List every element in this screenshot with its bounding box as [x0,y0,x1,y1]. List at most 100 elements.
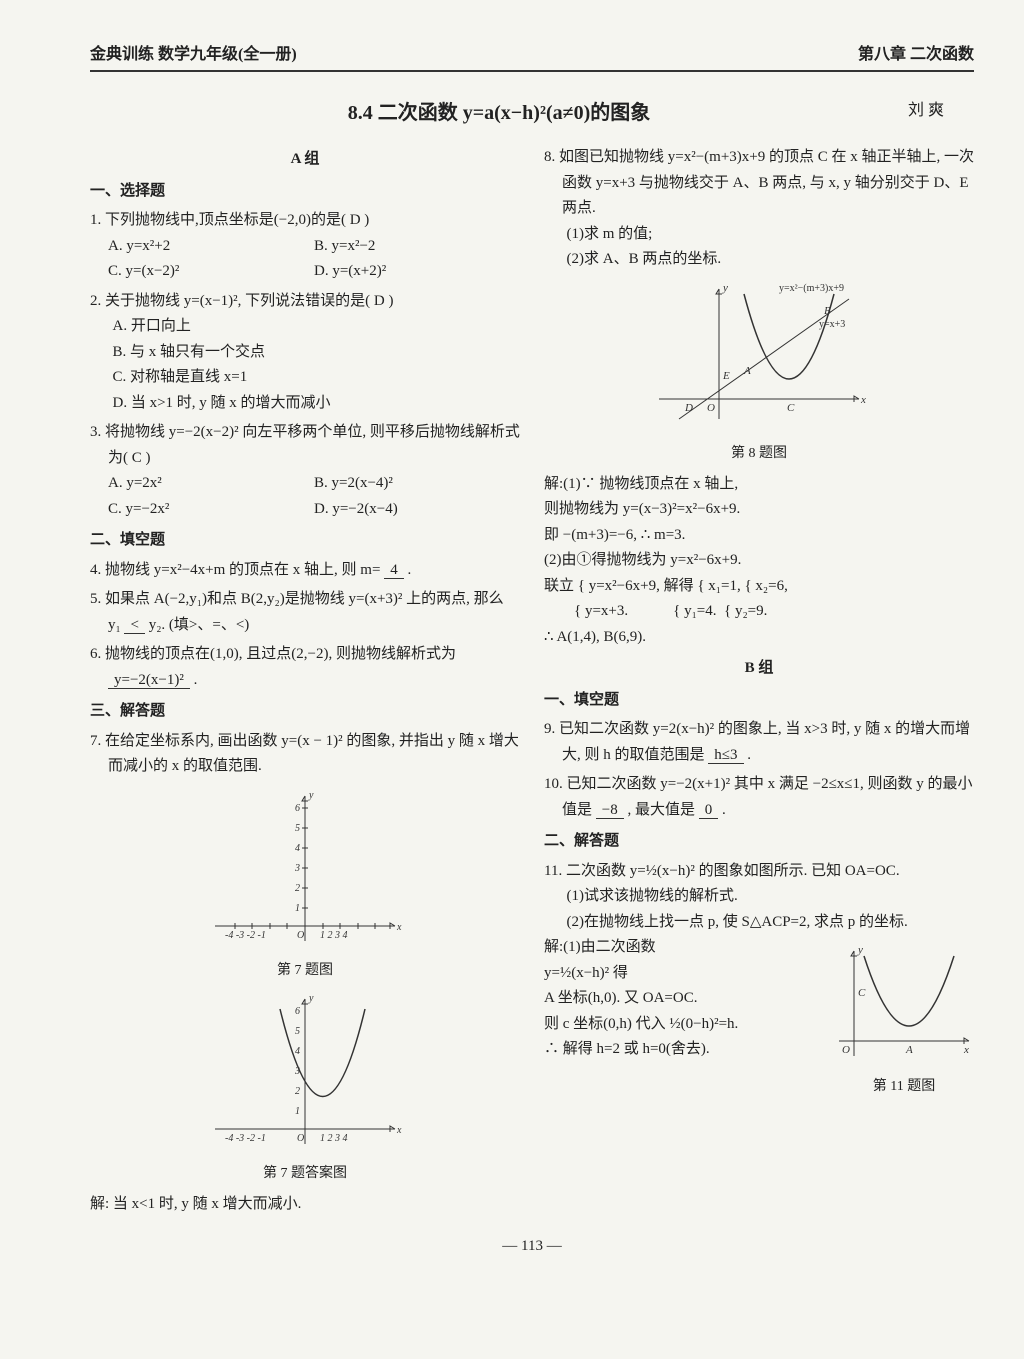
q9: 9. 已知二次函数 y=2(x−h)² 的图象上, 当 x>3 时, y 随 x… [544,717,974,768]
svg-text:y: y [308,790,314,801]
q11-sol1: 解:(1)由二次函数 [544,935,826,961]
q4-label: m= [360,562,380,578]
q2-opt-b: B. 与 x 轴只有一个交点 [90,340,520,366]
q10-mid: , 最大值是 [627,802,695,818]
svg-text:D: D [684,402,693,414]
q11-part2: (2)在抛物线上找一点 p, 使 S△ACP=2, 求点 p 的坐标. [544,910,974,936]
q2-opt-c: C. 对称轴是直线 x=1 [90,365,520,391]
q5-answer: < [124,617,144,634]
q1-stem: 1. 下列抛物线中,顶点坐标是(−2,0)的是( D ) [90,208,520,234]
svg-text:6: 6 [295,803,300,814]
header-left: 金典训练 数学九年级(全一册) [90,40,297,64]
q8-curve-label: y=x²−(m+3)x+9 [779,283,844,294]
svg-text:y: y [308,993,314,1004]
q11-figure: x y O A C 第 11 题图 [834,941,974,1098]
q8-stem: 8. 如图已知抛物线 y=x²−(m+3)x+9 的顶点 C 在 x 轴正半轴上… [544,145,974,222]
q8-sol2: 则抛物线为 y=(x−3)²=x²−6x+9. [544,497,974,523]
q2-opt-a: A. 开口向上 [90,314,520,340]
q5-suffix: y₂. (填>、=、<) [149,617,250,633]
q2-stem: 2. 关于抛物线 y=(x−1)², 下列说法错误的是( D ) [90,289,520,315]
q7-figure: x y O -4 -3 -2 -1 1 2 3 4 6 5 4 3 2 1 [90,786,520,983]
svg-text:x: x [860,394,866,406]
q3-opt-b: B. y=2(x−4)² [314,471,520,497]
svg-text:O: O [842,1044,850,1056]
q8-sol5: 联立 { y=x²−6x+9, 解得 { x₁=1, { x₂=6, [544,574,974,600]
svg-text:y: y [722,282,728,294]
q8-sol4: (2)由①得抛物线为 y=x²−6x+9. [544,548,974,574]
q7-stem: 7. 在给定坐标系内, 画出函数 y=(x − 1)² 的图象, 并指出 y 随… [90,729,520,780]
q11-sol2: y=½(x−h)² 得 [544,961,826,987]
q6-answer: y=−2(x−1)² [108,672,190,689]
q11-stem: 11. 二次函数 y=½(x−h)² 的图象如图所示. 已知 OA=OC. [544,859,974,885]
q7-caption2: 第 7 题答案图 [90,1162,520,1186]
q2-opt-d: D. 当 x>1 时, y 随 x 的增大而减小 [90,391,520,417]
q4-stem: 4. 抛物线 y=x²−4x+m 的顶点在 x 轴上, 则 [90,562,357,578]
q1-opt-b: B. y=x²−2 [314,234,520,260]
q9-stem: 9. 已知二次函数 y=2(x−h)² 的图象上, 当 x>3 时, y 随 x… [544,721,970,763]
header-right: 第八章 二次函数 [858,40,974,64]
svg-text:2: 2 [295,883,300,894]
author: 刘 爽 [908,96,944,120]
q11-caption: 第 11 题图 [834,1075,974,1099]
svg-text:x: x [396,922,402,933]
q8-part1: (1)求 m 的值; [544,222,974,248]
q3-opt-c: C. y=−2x² [108,497,314,523]
svg-text:1: 1 [295,1106,300,1117]
svg-text:O: O [707,402,715,414]
svg-text:A: A [743,365,751,377]
q6-suffix: . [194,672,198,688]
q11-part1: (1)试求该抛物线的解析式. [544,884,974,910]
q8-sol1: 解:(1)∵ 抛物线顶点在 x 轴上, [544,472,974,498]
q1-opt-a: A. y=x²+2 [108,234,314,260]
q8-figure: x y O D E A C B y=x²−(m+3)x+9 y=x+3 第 8 … [544,279,974,466]
q8-sol3: 即 −(m+3)=−6, ∴ m=3. [544,523,974,549]
q4-answer: 4 [384,562,404,579]
q8-caption: 第 8 题图 [544,442,974,466]
q11-sol3: A 坐标(h,0). 又 OA=OC. [544,986,826,1012]
svg-text:1: 1 [295,903,300,914]
section-title: 8.4 二次函数 y=a(x−h)²(a≠0)的图象 [348,102,651,124]
q9-suffix: . [747,747,751,763]
svg-text:-4 -3 -2 -1: -4 -3 -2 -1 [225,1133,266,1144]
q6: 6. 抛物线的顶点在(1,0), 且过点(2,−2), 则抛物线解析式为 y=−… [90,642,520,693]
q11-sol5: ∴ 解得 h=2 或 h=0(舍去). [544,1037,826,1063]
q3-stem: 3. 将抛物线 y=−2(x−2)² 向左平移两个单位, 则平移后抛物线解析式为… [90,420,520,471]
q10-suffix: . [722,802,726,818]
q7-answer-figure: x y O -4 -3 -2 -1 1 2 3 4 6 5 4 3 2 1 第 … [90,989,520,1186]
q8-part2: (2)求 A、B 两点的坐标. [544,247,974,273]
q9-answer: h≤3 [708,747,743,764]
group-a-label: A 组 [90,147,520,173]
group-b-label: B 组 [544,656,974,682]
svg-text:4: 4 [295,1046,300,1057]
q7-caption1: 第 7 题图 [90,959,520,983]
q8-sol5b: { y=x+3. { y₁=4. { y₂=9. [544,599,974,625]
svg-text:6: 6 [295,1006,300,1017]
svg-text:C: C [787,402,795,414]
q1-opt-c: C. y=(x−2)² [108,259,314,285]
q6-stem: 6. 抛物线的顶点在(1,0), 且过点(2,−2), 则抛物线解析式为 [90,646,456,662]
svg-text:x: x [963,1044,969,1056]
svg-text:1 2 3 4: 1 2 3 4 [320,1133,348,1144]
svg-text:O: O [297,930,304,941]
section-choice: 一、选择题 [90,179,520,205]
q5: 5. 如果点 A(−2,y₁)和点 B(2,y₂)是抛物线 y=(x+3)² 上… [90,587,520,638]
section-fill2: 一、填空题 [544,688,974,714]
svg-text:y: y [857,944,863,956]
svg-text:4: 4 [295,843,300,854]
q7-solution: 解: 当 x<1 时, y 随 x 增大而减小. [90,1192,520,1218]
svg-text:1 2 3 4: 1 2 3 4 [320,930,348,941]
svg-text:O: O [297,1133,304,1144]
q11-sol4: 则 c 坐标(0,h) 代入 ½(0−h)²=h. [544,1012,826,1038]
section-solve: 三、解答题 [90,699,520,725]
q4: 4. 抛物线 y=x²−4x+m 的顶点在 x 轴上, 则 m= 4 . [90,558,520,584]
svg-text:3: 3 [294,863,300,874]
section-fill: 二、填空题 [90,528,520,554]
q1-opt-d: D. y=(x+2)² [314,259,520,285]
q4-suffix: . [407,562,411,578]
q3-opt-a: A. y=2x² [108,471,314,497]
svg-text:2: 2 [295,1086,300,1097]
q8-line-label: y=x+3 [819,319,845,330]
svg-text:x: x [396,1125,402,1136]
svg-text:B: B [824,305,831,317]
q10-ans1: −8 [596,802,624,819]
